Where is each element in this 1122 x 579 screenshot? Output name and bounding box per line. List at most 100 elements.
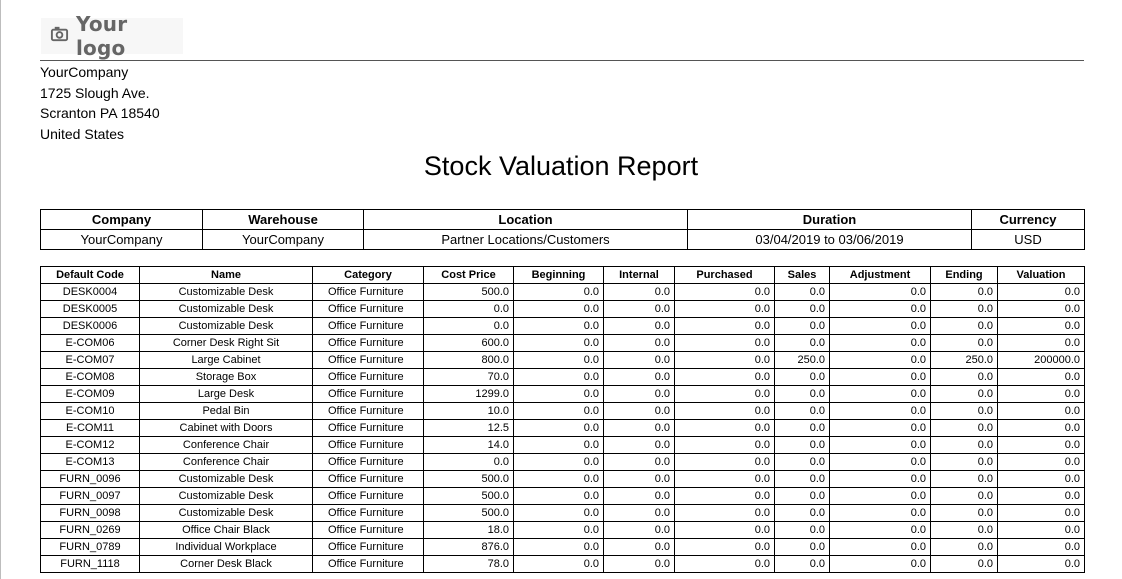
default-code-cell: E-COM06 xyxy=(40,334,140,352)
name-cell: Customizable Desk xyxy=(139,283,313,301)
category-cell: Office Furniture xyxy=(312,419,424,437)
default-code-cell: E-COM10 xyxy=(40,402,140,420)
purchased-cell: 0.0 xyxy=(674,317,775,335)
sales-cell: 0.0 xyxy=(774,419,830,437)
beginning-cell: 0.0 xyxy=(513,402,604,420)
cost-price-cell: 800.0 xyxy=(423,351,514,369)
cost-price-cell: 0.0 xyxy=(423,453,514,471)
beginning-cell: 0.0 xyxy=(513,334,604,352)
name-cell: Corner Desk Black xyxy=(139,555,313,573)
stock-table-body: DESK0004 Customizable Desk Office Furnitur… xyxy=(40,283,1085,573)
sales-cell: 0.0 xyxy=(774,368,830,386)
table-row: FURN_1118 Corner Desk Black Office Furnitu… xyxy=(40,555,1085,573)
category-cell: Office Furniture xyxy=(312,283,424,301)
valuation-cell: 0.0 xyxy=(997,555,1085,573)
sales-cell: 0.0 xyxy=(774,521,830,539)
internal-cell: 0.0 xyxy=(603,453,675,471)
cost-price-cell: 14.0 xyxy=(423,436,514,454)
purchased-cell: 0.0 xyxy=(674,453,775,471)
cost-price-cell: 70.0 xyxy=(423,368,514,386)
purchased-cell: 0.0 xyxy=(674,538,775,556)
table-row: E-COM08 Storage Box Office Furniture 70.0 0.… xyxy=(40,368,1085,386)
company-address: YourCompany 1725 Slough Ave. Scranton PA… xyxy=(40,62,160,145)
valuation-cell: 0.0 xyxy=(997,453,1085,471)
summary-header-duration: Duration xyxy=(687,209,972,230)
default-code-cell: DESK0004 xyxy=(40,283,140,301)
name-cell: Corner Desk Right Sit xyxy=(139,334,313,352)
beginning-cell: 0.0 xyxy=(513,487,604,505)
adjustment-cell: 0.0 xyxy=(829,470,931,488)
purchased-cell: 0.0 xyxy=(674,504,775,522)
category-cell: Office Furniture xyxy=(312,351,424,369)
table-row: E-COM07 Large Cabinet Office Furniture 800.… xyxy=(40,351,1085,369)
adjustment-cell: 0.0 xyxy=(829,453,931,471)
cost-price-cell: 0.0 xyxy=(423,317,514,335)
purchased-cell: 0.0 xyxy=(674,300,775,318)
internal-cell: 0.0 xyxy=(603,555,675,573)
col-beginning: Beginning xyxy=(513,266,604,284)
internal-cell: 0.0 xyxy=(603,487,675,505)
cost-price-cell: 0.0 xyxy=(423,300,514,318)
ending-cell: 0.0 xyxy=(930,419,998,437)
adjustment-cell: 0.0 xyxy=(829,538,931,556)
summary-header-company: Company xyxy=(40,209,203,230)
sales-cell: 0.0 xyxy=(774,300,830,318)
cost-price-cell: 500.0 xyxy=(423,487,514,505)
default-code-cell: FURN_0097 xyxy=(40,487,140,505)
beginning-cell: 0.0 xyxy=(513,504,604,522)
sales-cell: 0.0 xyxy=(774,317,830,335)
adjustment-cell: 0.0 xyxy=(829,419,931,437)
valuation-cell: 0.0 xyxy=(997,419,1085,437)
cost-price-cell: 12.5 xyxy=(423,419,514,437)
stock-valuation-table: Default Code Name Category Cost Price Be… xyxy=(40,266,1085,573)
default-code-cell: E-COM12 xyxy=(40,436,140,454)
beginning-cell: 0.0 xyxy=(513,538,604,556)
cost-price-cell: 876.0 xyxy=(423,538,514,556)
adjustment-cell: 0.0 xyxy=(829,334,931,352)
purchased-cell: 0.0 xyxy=(674,368,775,386)
table-row: DESK0005 Customizable Desk Office Furnitur… xyxy=(40,300,1085,318)
name-cell: Conference Chair xyxy=(139,453,313,471)
valuation-cell: 0.0 xyxy=(997,385,1085,403)
default-code-cell: E-COM08 xyxy=(40,368,140,386)
header-rule xyxy=(40,60,1084,61)
valuation-cell: 0.0 xyxy=(997,334,1085,352)
table-row: DESK0004 Customizable Desk Office Furnitur… xyxy=(40,283,1085,301)
default-code-cell: E-COM07 xyxy=(40,351,140,369)
summary-header-warehouse: Warehouse xyxy=(202,209,364,230)
valuation-cell: 0.0 xyxy=(997,470,1085,488)
default-code-cell: DESK0005 xyxy=(40,300,140,318)
name-cell: Customizable Desk xyxy=(139,504,313,522)
name-cell: Customizable Desk xyxy=(139,300,313,318)
valuation-cell: 0.0 xyxy=(997,538,1085,556)
sales-cell: 0.0 xyxy=(774,385,830,403)
stock-header-row: Default Code Name Category Cost Price Be… xyxy=(40,266,1085,284)
purchased-cell: 0.0 xyxy=(674,521,775,539)
beginning-cell: 0.0 xyxy=(513,283,604,301)
category-cell: Office Furniture xyxy=(312,385,424,403)
cost-price-cell: 500.0 xyxy=(423,470,514,488)
table-row: E-COM13 Conference Chair Office Furniture 0… xyxy=(40,453,1085,471)
default-code-cell: FURN_0098 xyxy=(40,504,140,522)
beginning-cell: 0.0 xyxy=(513,521,604,539)
report-title: Stock Valuation Report xyxy=(423,151,699,181)
beginning-cell: 0.0 xyxy=(513,300,604,318)
cost-price-cell: 10.0 xyxy=(423,402,514,420)
beginning-cell: 0.0 xyxy=(513,555,604,573)
valuation-cell: 0.0 xyxy=(997,504,1085,522)
table-row: E-COM12 Conference Chair Office Furniture 1… xyxy=(40,436,1085,454)
category-cell: Office Furniture xyxy=(312,453,424,471)
purchased-cell: 0.0 xyxy=(674,487,775,505)
table-row: FURN_0098 Customizable Desk Office Furnitu… xyxy=(40,504,1085,522)
sales-cell: 250.0 xyxy=(774,351,830,369)
name-cell: Storage Box xyxy=(139,368,313,386)
summary-header-location: Location xyxy=(363,209,688,230)
category-cell: Office Furniture xyxy=(312,368,424,386)
table-row: FURN_0269 Office Chair Black Office Furnit… xyxy=(40,521,1085,539)
col-internal: Internal xyxy=(603,266,675,284)
beginning-cell: 0.0 xyxy=(513,453,604,471)
ending-cell: 0.0 xyxy=(930,487,998,505)
name-cell: Customizable Desk xyxy=(139,487,313,505)
beginning-cell: 0.0 xyxy=(513,317,604,335)
category-cell: Office Furniture xyxy=(312,538,424,556)
